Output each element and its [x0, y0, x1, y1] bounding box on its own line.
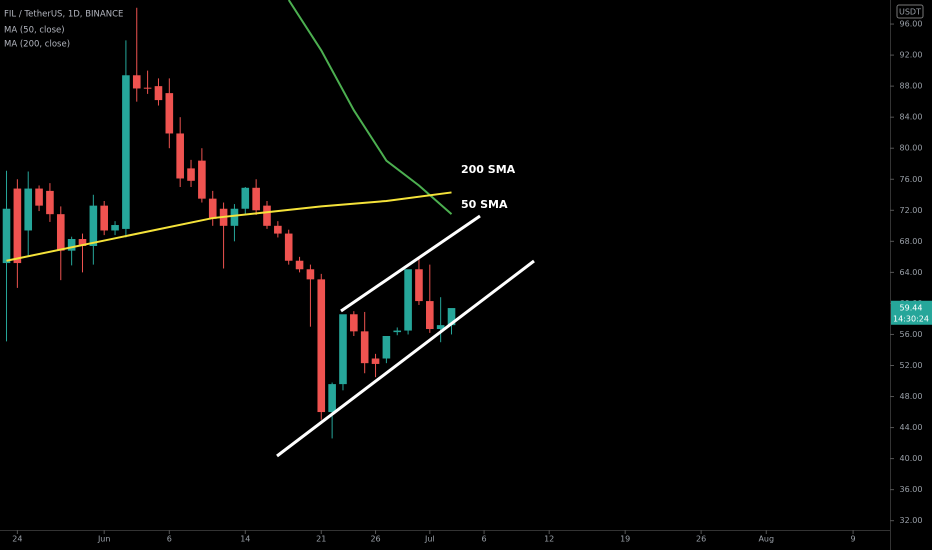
y-tick-label: 64.00 [900, 268, 923, 277]
candle-body [295, 260, 304, 270]
candle-body [208, 198, 217, 219]
candle-body [404, 269, 412, 331]
y-tick-label: 92.00 [900, 51, 923, 60]
candle-body [306, 269, 315, 280]
candle-body [78, 239, 87, 246]
x-tick-label: 6 [167, 535, 172, 544]
y-tick-label: 72.00 [900, 206, 923, 215]
x-tick-label: 24 [12, 535, 22, 544]
candle-body [35, 188, 43, 206]
candle-body [111, 225, 119, 231]
candle-body [371, 358, 380, 364]
x-tick-label: 12 [544, 535, 554, 544]
candle-body [274, 225, 282, 234]
countdown: 14:30:24 [893, 314, 929, 323]
candle-body [415, 269, 423, 302]
last-price-box [891, 300, 932, 325]
plot-area [2, 0, 456, 439]
y-tick-label: 40.00 [900, 454, 923, 463]
ma-line [6, 191, 452, 262]
candle-body [447, 308, 456, 326]
y-tick-label: 44.00 [900, 423, 923, 432]
symbol-title: FIL / TetherUS, 1D, BINANCE [4, 10, 123, 20]
x-tick-label: 19 [620, 535, 630, 544]
candle-body [46, 190, 54, 215]
x-tick-label: Jun [97, 535, 111, 544]
x-tick-label: 26 [696, 535, 706, 544]
candle-body [154, 86, 163, 101]
x-tick-label: 9 [851, 535, 856, 544]
currency-box [896, 4, 924, 19]
candle-body [339, 314, 347, 385]
candle-body [67, 239, 76, 251]
candle-body [187, 168, 195, 181]
candle-body [198, 160, 206, 199]
candle-body [24, 188, 33, 231]
candle-body [132, 75, 141, 89]
candle-body [165, 93, 174, 134]
y-tick-label: 36.00 [900, 485, 923, 494]
y-tick-label: 96.00 [900, 20, 923, 29]
annotation: 200 SMA [461, 163, 516, 176]
candle-body [393, 330, 402, 333]
candle-body [360, 331, 369, 364]
last-price: 59.44 [900, 303, 923, 312]
trendline-lower [276, 259, 535, 458]
candle-body [13, 188, 22, 264]
annotation: 50 SMA [461, 198, 508, 211]
ma-line [287, 0, 453, 215]
candle-body [328, 384, 336, 413]
x-tick-label: 14 [240, 535, 250, 544]
candle-body [317, 279, 326, 413]
candle-body [122, 75, 130, 229]
legend-entry: MA (200, close) [4, 40, 70, 50]
y-tick-label: 84.00 [900, 113, 923, 122]
candle-body [230, 208, 239, 226]
candle-body [143, 87, 152, 89]
y-tick-label: 80.00 [900, 144, 923, 153]
y-tick-label: 88.00 [900, 82, 923, 91]
candle-body [56, 214, 65, 251]
candle-body [176, 133, 184, 179]
candle-body [252, 187, 260, 211]
candle-body [436, 325, 445, 330]
y-tick-label: 68.00 [900, 237, 923, 246]
y-tick-label: 52.00 [900, 361, 923, 370]
candle-body [2, 208, 11, 264]
candle-body [350, 314, 358, 332]
x-tick-label: 21 [316, 535, 326, 544]
x-tick-label: 6 [482, 535, 487, 544]
legend-entry: MA (50, close) [4, 26, 65, 36]
currency: USDT [899, 8, 921, 17]
candle-body [284, 233, 293, 261]
candle-body [426, 301, 434, 330]
candle-body [100, 205, 108, 231]
y-tick-label: 76.00 [900, 175, 923, 184]
y-tick-label: 56.00 [900, 330, 923, 339]
candle-body [241, 187, 250, 209]
candle-body [382, 336, 391, 359]
trendline-upper [340, 214, 481, 313]
candle-body [89, 205, 98, 246]
x-tick-label: Jul [424, 535, 435, 544]
y-tick-label: 32.00 [900, 516, 923, 525]
y-tick-label: 48.00 [900, 392, 923, 401]
candle-body [263, 205, 271, 226]
x-tick-label: 26 [370, 535, 380, 544]
x-tick-label: Aug [758, 535, 774, 544]
